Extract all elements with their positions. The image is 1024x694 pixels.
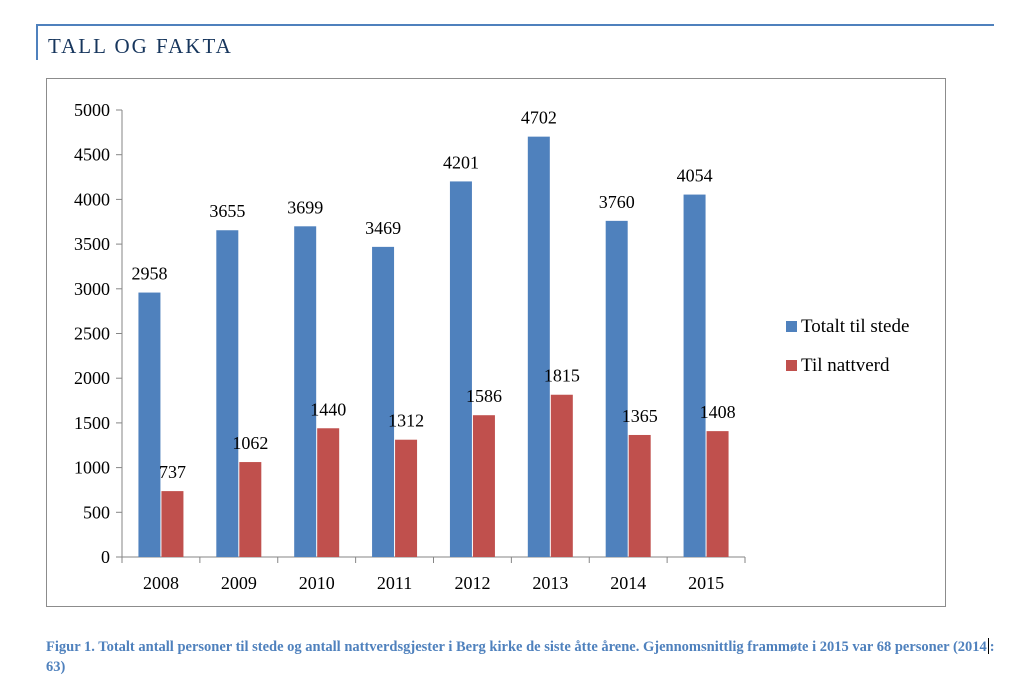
bar-nattverd [317,428,340,557]
caption-text-end: : 63) [46,639,995,675]
bar-nattverd [628,434,651,557]
data-label: 2958 [131,264,167,284]
data-label: 4054 [677,166,713,186]
legend-label: Til nattverd [801,355,890,376]
data-label: 737 [159,462,186,482]
data-label: 4201 [443,152,479,172]
x-tick-label: 2008 [143,573,179,593]
bar-totalt [449,181,472,557]
bar-totalt [605,220,628,557]
section-header: TALL OG FAKTA [36,24,994,60]
x-tick-label: 2015 [688,573,724,593]
y-tick-label: 5000 [74,100,110,120]
x-tick-label: 2013 [532,573,568,593]
bar-nattverd [395,439,418,557]
data-label: 4702 [521,108,557,128]
y-tick-label: 500 [83,502,110,522]
bar-nattverd [472,415,495,557]
y-tick-label: 2000 [74,368,110,388]
bar-nattverd [239,462,262,557]
legend-swatch [786,360,797,371]
data-label: 3699 [287,197,323,217]
legend-swatch [786,321,797,332]
y-tick-label: 4500 [74,145,110,165]
x-tick-label: 2011 [377,573,412,593]
y-tick-label: 0 [101,547,110,567]
text-cursor [987,638,989,654]
data-label: 1365 [622,406,658,426]
bar-nattverd [706,431,729,557]
legend-label: Totalt til stede [801,316,909,337]
data-label: 1586 [466,386,502,406]
bar-chart: 0 500 1000 1500 2000 2500 3000 3500 4000 4500 5000… [74,100,909,593]
x-tick-label: 2014 [610,573,646,593]
data-label: 3469 [365,218,401,238]
bar-totalt [527,136,550,557]
caption-text: Figur 1. Totalt antall personer til sted… [46,639,987,655]
bar-totalt [216,230,239,558]
data-label: 1312 [388,411,424,431]
y-tick-label: 1500 [74,413,110,433]
bar-totalt [294,226,317,558]
x-tick-label: 2009 [221,573,257,593]
data-label: 1062 [232,433,268,453]
y-tick-label: 3500 [74,234,110,254]
y-tick-label: 4000 [74,189,110,209]
bar-nattverd [550,394,573,557]
y-tick-label: 1000 [74,458,110,478]
data-label: 1440 [310,399,346,419]
data-label: 3655 [209,201,245,221]
y-tick-label: 2500 [74,324,110,344]
figure-caption: Figur 1. Totalt antall personer til sted… [46,637,996,677]
data-label: 1815 [544,366,580,386]
bar-totalt [138,292,161,557]
x-tick-label: 2012 [454,573,490,593]
chart-frame: 0 500 1000 1500 2000 2500 3000 3500 4000 4500 5000… [46,78,946,607]
data-label: 1408 [700,402,736,422]
bar-nattverd [161,491,184,557]
x-tick-label: 2010 [299,573,335,593]
y-tick-label: 3000 [74,279,110,299]
data-label: 3760 [599,192,635,212]
section-title: TALL OG FAKTA [48,34,233,58]
bar-totalt [683,194,706,558]
bar-totalt [372,246,395,557]
